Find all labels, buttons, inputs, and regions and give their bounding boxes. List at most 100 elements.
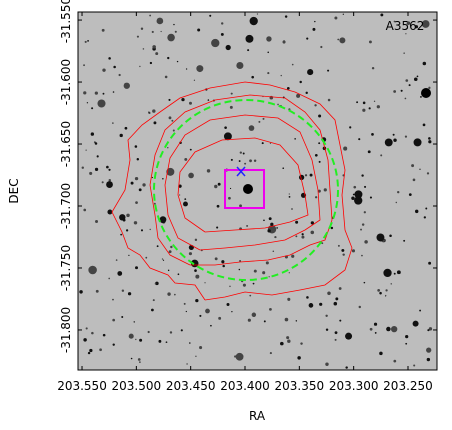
star (177, 273, 180, 276)
star (300, 342, 303, 345)
star (291, 254, 295, 258)
star (246, 224, 249, 227)
star (205, 308, 210, 314)
star (312, 27, 316, 31)
star (102, 333, 106, 337)
star (140, 229, 144, 232)
star (425, 207, 428, 210)
star (426, 347, 432, 353)
star (112, 343, 115, 346)
star (349, 126, 352, 129)
star (206, 169, 211, 173)
star (266, 36, 272, 42)
star (85, 327, 88, 330)
star (339, 319, 342, 322)
star (270, 222, 274, 226)
star (113, 65, 116, 69)
contour (149, 94, 333, 266)
star (327, 291, 331, 296)
star (112, 318, 116, 322)
contour (164, 114, 321, 251)
star (169, 331, 173, 334)
star (253, 159, 257, 162)
star (166, 167, 175, 176)
star (147, 330, 150, 334)
star (405, 33, 407, 35)
star (83, 64, 85, 67)
center-box (224, 169, 265, 209)
plot-frame (77, 11, 438, 371)
star (314, 196, 318, 199)
star (149, 61, 153, 65)
star (369, 196, 373, 199)
star (225, 44, 231, 51)
star (288, 193, 290, 195)
star (287, 297, 291, 301)
star (106, 165, 109, 169)
star (253, 269, 257, 273)
star (133, 321, 135, 323)
star (308, 303, 314, 308)
star (244, 162, 247, 165)
star (428, 140, 432, 144)
x-tick-label: 203.550 (57, 379, 107, 393)
star (171, 119, 174, 122)
star (334, 338, 337, 341)
star (162, 177, 164, 180)
star (120, 233, 123, 236)
star (354, 196, 363, 205)
contours (111, 81, 353, 301)
star (135, 338, 137, 341)
star (89, 348, 93, 353)
star (392, 133, 395, 136)
star (158, 339, 162, 343)
star (249, 294, 252, 297)
star (306, 296, 309, 299)
star (335, 297, 339, 301)
star (88, 265, 97, 275)
chart-title: A3562 (386, 19, 425, 33)
star (195, 355, 197, 358)
star (153, 121, 157, 125)
star (108, 57, 111, 60)
star (363, 281, 366, 284)
star (291, 208, 293, 210)
star (164, 75, 168, 79)
star (393, 272, 396, 275)
star (160, 30, 162, 33)
star (301, 235, 305, 239)
star (138, 188, 142, 192)
star (384, 138, 393, 147)
star (268, 276, 270, 278)
y-tick-label: -31.550 (59, 0, 73, 43)
star (214, 184, 218, 189)
star (296, 93, 301, 98)
sky-image (78, 12, 437, 370)
star (156, 245, 159, 248)
star (223, 132, 232, 141)
star (248, 125, 255, 131)
star (145, 256, 148, 259)
star (173, 23, 175, 26)
star (117, 271, 123, 276)
star (126, 213, 130, 218)
star (209, 14, 212, 17)
star (252, 282, 255, 285)
star (185, 310, 187, 313)
star (412, 178, 416, 182)
star (396, 270, 401, 275)
star (314, 20, 316, 23)
star (413, 364, 416, 367)
star (385, 294, 387, 297)
star (214, 257, 218, 261)
star (305, 91, 308, 95)
star (256, 13, 259, 15)
y-tick-label: -31.600 (59, 59, 73, 105)
star (152, 299, 155, 302)
star (304, 174, 308, 177)
star (404, 135, 408, 138)
star (204, 282, 206, 284)
star (376, 233, 385, 242)
x-tick-label: 203.450 (166, 379, 216, 393)
star (226, 302, 230, 306)
